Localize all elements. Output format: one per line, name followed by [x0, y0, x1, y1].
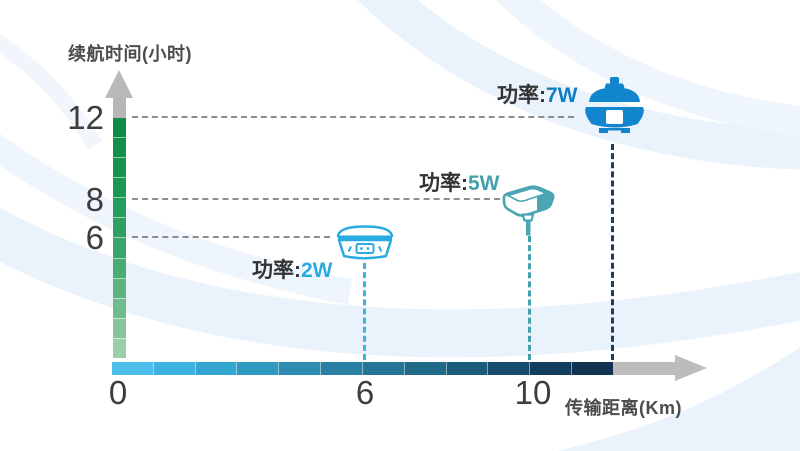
power-label-prefix: 功率:: [497, 84, 546, 107]
reference-line-2w-distance: [363, 263, 366, 360]
reference-line-8h: [132, 198, 500, 200]
power-label-5w: 功率:5W: [419, 167, 500, 197]
y-axis-segment: [113, 197, 126, 218]
y-axis-segment: [113, 177, 126, 198]
x-tick-10: 10: [514, 374, 552, 411]
gnss-dome-receiver-7w-icon: [585, 77, 644, 133]
x-axis-segment: [445, 362, 488, 375]
reference-line-6h: [132, 236, 330, 238]
power-value-2w: 2W: [301, 259, 333, 282]
reference-line-12h: [132, 116, 574, 118]
y-tick-8: 8: [85, 181, 104, 218]
power-value-7w: 7W: [546, 84, 578, 107]
x-axis-arrow-icon: [675, 355, 707, 381]
x-axis-segment: [529, 362, 572, 375]
y-axis-segment: [113, 237, 126, 258]
rover-unit-5w-icon: [502, 185, 555, 236]
power-label-prefix: 功率:: [252, 259, 301, 282]
y-axis-segment: [113, 337, 126, 358]
power-label-prefix: 功率:: [419, 172, 468, 195]
y-axis-title: 续航时间(小时): [68, 44, 192, 64]
y-axis-segment: [113, 257, 126, 278]
y-axis-bar: [113, 118, 126, 358]
y-axis-gray-cap: [113, 98, 126, 118]
power-label-2w: 功率:2W: [252, 254, 333, 284]
y-axis-segment: [113, 118, 126, 138]
x-axis-segment: [320, 362, 362, 375]
y-axis-segment: [113, 217, 126, 238]
x-tick-6: 6: [355, 374, 375, 411]
gnss-dome-receiver-2w-icon: [336, 225, 394, 260]
x-axis-gray-extension: [613, 362, 675, 375]
x-axis-segment: [152, 362, 195, 375]
x-axis-segment: [403, 362, 446, 375]
reference-line-5w-distance: [528, 236, 531, 360]
x-tick-0: 0: [108, 374, 128, 411]
power-value-5w: 5W: [468, 172, 500, 195]
reference-line-7w-distance: [611, 144, 614, 360]
x-axis-bar: [112, 362, 613, 375]
x-axis-segment: [194, 362, 237, 375]
y-tick-12: 12: [67, 99, 104, 136]
y-axis-segment: [113, 137, 126, 158]
x-axis-segment: [112, 362, 153, 375]
y-axis-segment: [113, 297, 126, 318]
y-axis-segment: [113, 277, 126, 298]
x-axis-segment: [487, 362, 530, 375]
x-axis-segment: [278, 362, 321, 375]
x-axis-title: 传输距离(Km): [565, 398, 682, 418]
power-label-7w: 功率:7W: [497, 79, 578, 109]
x-axis-segment: [236, 362, 279, 375]
y-axis-arrow-icon: [105, 70, 133, 98]
x-axis-segment: [571, 362, 613, 375]
y-tick-6: 6: [85, 219, 104, 256]
y-axis-segment: [113, 157, 126, 178]
x-axis-segment: [361, 362, 404, 375]
y-axis-segment: [113, 317, 126, 338]
